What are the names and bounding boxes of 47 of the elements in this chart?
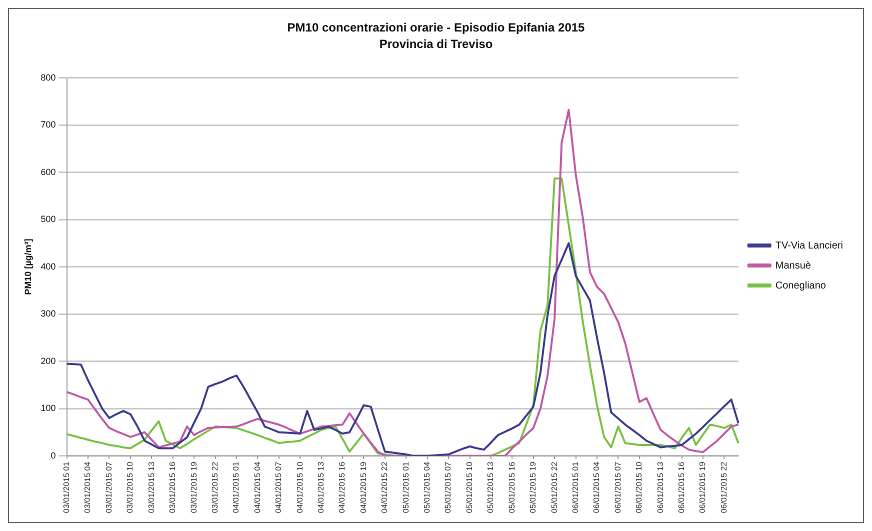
x-tick-label: 05/01/2015 07	[444, 461, 453, 514]
chart-subtitle: Provincia di Treviso	[379, 36, 493, 51]
x-tick-label: 03/01/2015 16	[168, 461, 178, 514]
x-tick-label: 05/01/2015 10	[464, 461, 474, 514]
x-tick-label: 04/01/2015 04	[252, 461, 262, 514]
x-tick-label: 04/01/2015 19	[358, 461, 368, 514]
chart-title: PM10 concentrazioni orarie - Episodio Epifania 2015	[287, 20, 586, 35]
y-tick-label: 700	[40, 120, 56, 130]
x-tick-label: 03/01/2015 04	[83, 461, 92, 514]
x-tick-label: 03/01/2015 10	[126, 461, 135, 514]
x-tick-label: 05/01/2015 04	[422, 461, 432, 514]
x-tick-label: 03/01/2015 19	[189, 461, 198, 514]
x-tick-label: 04/01/2015 22	[380, 461, 390, 514]
x-tick-label: 03/01/2015 07	[104, 461, 114, 514]
x-tick-label: 04/01/2015 10	[295, 461, 304, 514]
x-tick-label: 05/01/2015 13	[486, 461, 496, 514]
y-tick-label: 600	[40, 166, 56, 177]
x-tick-label: 06/01/2015 19	[698, 461, 708, 514]
x-tick-label: 05/01/2015 16	[507, 461, 516, 514]
x-tick-label: 06/01/2015 01	[570, 461, 580, 514]
legend-label: Mansuè	[775, 260, 812, 272]
y-tick-label: 200	[40, 356, 56, 366]
y-tick-label: 300	[40, 308, 56, 319]
x-tick-label: 04/01/2015 01	[232, 461, 241, 514]
x-tick-label: 06/01/2015 22	[719, 461, 728, 514]
y-tick-label: 100	[40, 403, 56, 414]
x-tick-label: 06/01/2015 10	[634, 461, 644, 514]
x-tick-label: 03/01/2015 01	[62, 461, 72, 514]
x-tick-label: 03/01/2015 13	[146, 461, 156, 514]
x-tick-label: 04/01/2015 07	[274, 461, 284, 514]
x-tick-label: 06/01/2015 04	[592, 461, 602, 514]
x-tick-label: 03/01/2015 22	[210, 461, 220, 514]
y-tick-label: 400	[40, 261, 56, 272]
x-tick-label: 06/01/2015 13	[656, 461, 665, 514]
x-tick-label: 06/01/2015 16	[677, 461, 686, 514]
x-tick-label: 05/01/2015 01	[401, 461, 410, 514]
legend-label: Conegliano	[775, 280, 826, 292]
legend-label: TV-Via Lancieri	[775, 240, 844, 252]
y-axis-title: PM10 [µg/m³]	[22, 238, 33, 295]
x-tick-label: 04/01/2015 16	[338, 461, 347, 514]
y-tick-label: 800	[40, 72, 56, 82]
x-tick-label: 05/01/2015 19	[528, 461, 538, 514]
y-tick-label: 500	[40, 214, 56, 224]
x-tick-label: 05/01/2015 22	[550, 461, 559, 514]
y-tick-label: 0	[50, 450, 56, 460]
x-tick-label: 04/01/2015 13	[316, 461, 326, 514]
x-tick-label: 06/01/2015 07	[613, 461, 622, 514]
